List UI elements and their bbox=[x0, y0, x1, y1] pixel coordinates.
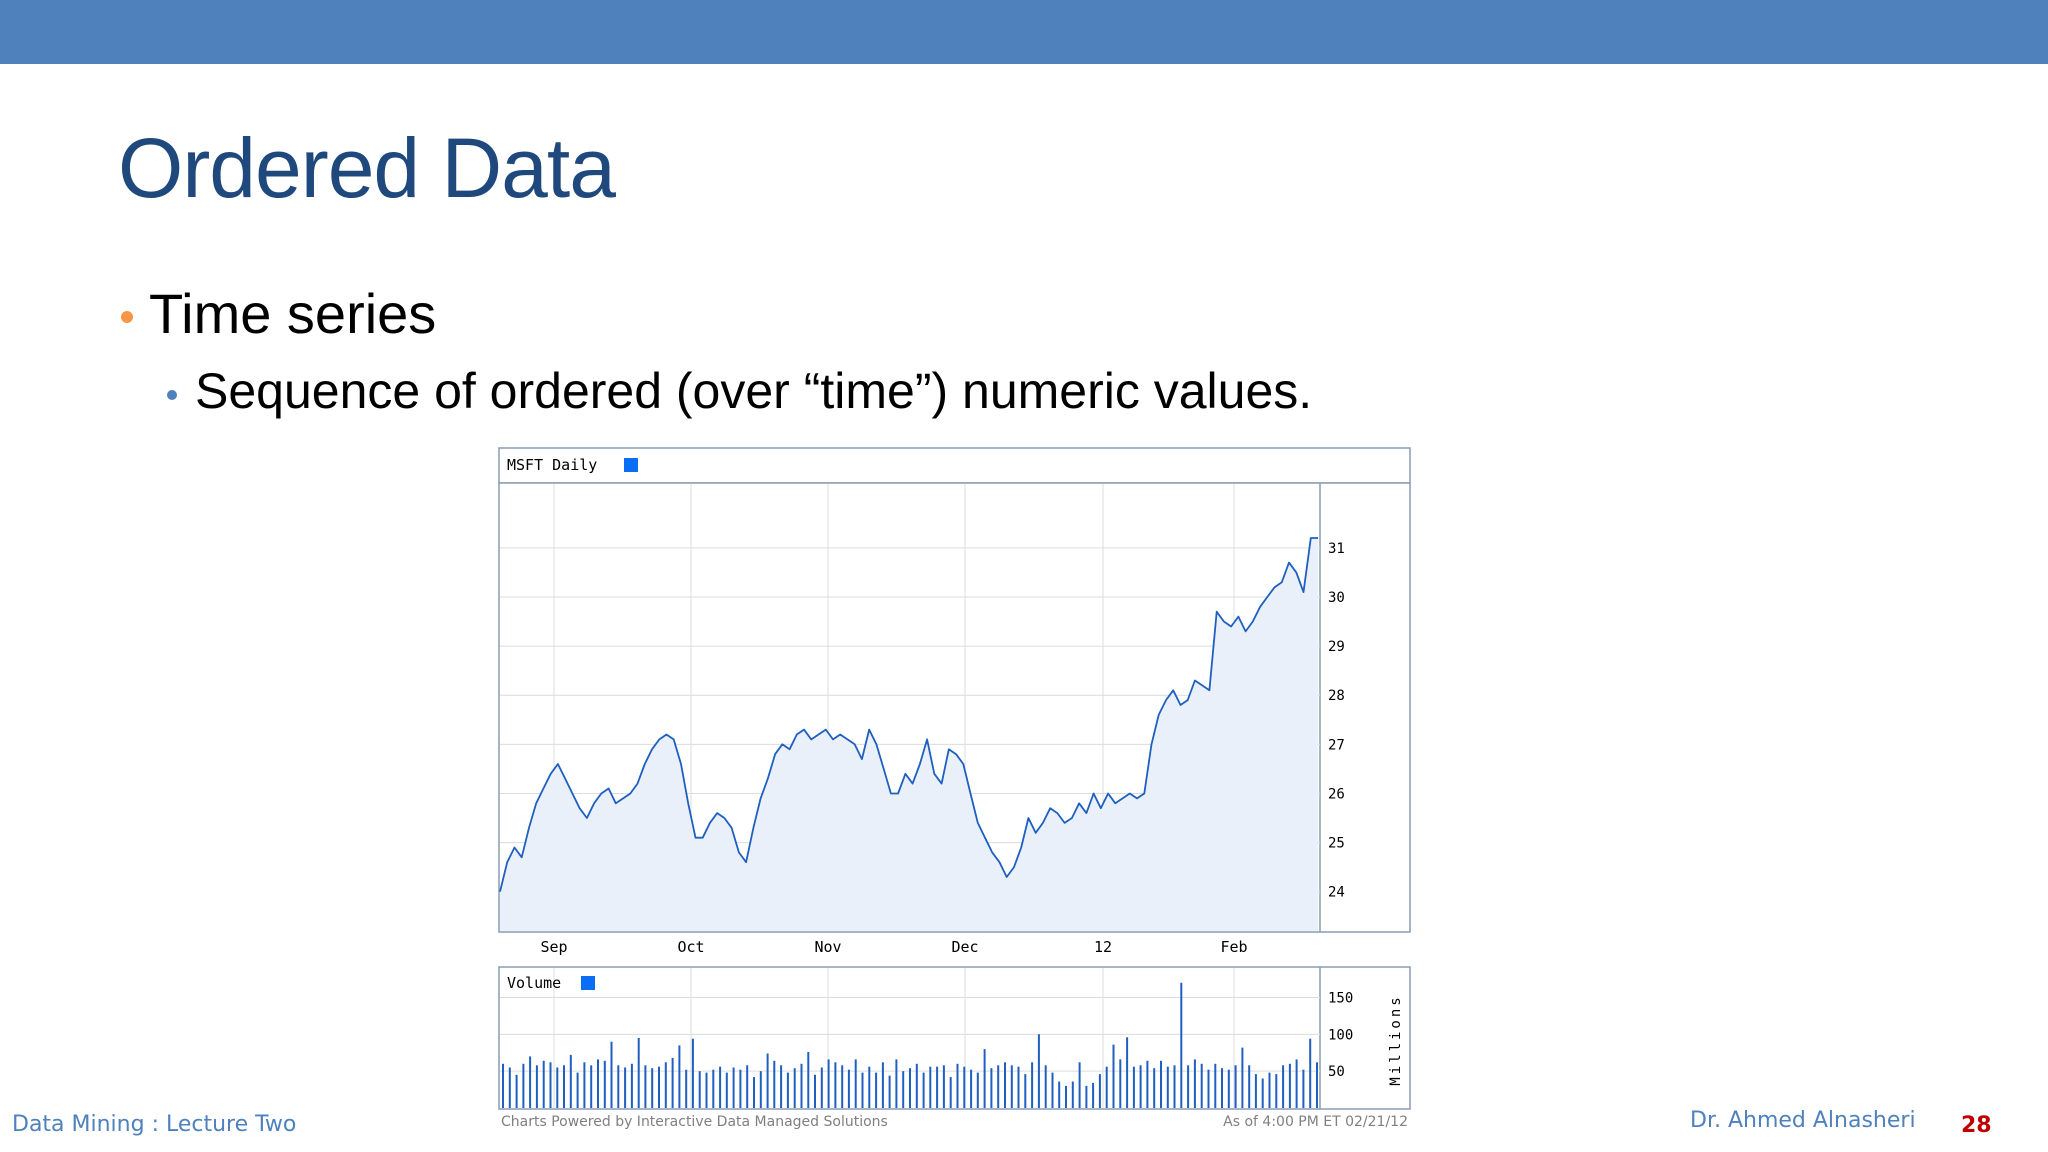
price-y-tick-labels: 24 25 26 27 28 29 30 31 bbox=[1328, 541, 1345, 901]
price-x-tick-label: Oct bbox=[677, 938, 704, 956]
price-y-tick-label: 29 bbox=[1328, 639, 1345, 655]
bullet-time-series: Time series bbox=[149, 282, 437, 345]
price-y-tick-label: 25 bbox=[1328, 836, 1345, 852]
page-number: 28 bbox=[1961, 1113, 1992, 1138]
price-area-fill bbox=[500, 538, 1318, 931]
volume-y-tick-label: 150 bbox=[1328, 990, 1353, 1006]
price-y-tick-label: 27 bbox=[1328, 737, 1345, 753]
bullet-dot-level2 bbox=[167, 390, 177, 400]
price-x-tick-labels: Sep Oct Nov Dec 12 Feb bbox=[540, 938, 1247, 956]
slide-title: Ordered Data bbox=[118, 121, 616, 215]
chart-credit-text: Charts Powered by Interactive Data Manag… bbox=[501, 1114, 888, 1130]
footer-author: Dr. Ahmed Alnasheri bbox=[1690, 1108, 1916, 1133]
price-x-tick-label: Sep bbox=[540, 938, 567, 956]
volume-y-tick-labels: 50 100 150 bbox=[1328, 990, 1353, 1080]
price-legend-swatch bbox=[624, 458, 638, 472]
price-y-tick-label: 30 bbox=[1328, 590, 1345, 606]
price-x-tick-label: Feb bbox=[1220, 938, 1247, 956]
volume-legend-swatch bbox=[581, 976, 595, 990]
volume-axis-unit-label: Millions bbox=[1388, 994, 1404, 1085]
volume-bars bbox=[502, 982, 1318, 1108]
msft-stock-figure: 24 25 26 27 28 29 30 31 Sep Oct Nov Dec 12 Feb MSFT … bbox=[498, 447, 1414, 1133]
msft-chart-svg: 24 25 26 27 28 29 30 31 Sep Oct Nov Dec 12 Feb MSFT … bbox=[498, 447, 1411, 1130]
price-y-tick-label: 28 bbox=[1328, 688, 1345, 704]
price-legend-bar bbox=[498, 447, 1411, 484]
volume-y-tick-label: 100 bbox=[1328, 1027, 1353, 1043]
price-x-tick-label: Nov bbox=[814, 938, 841, 956]
bullet-dot-level1 bbox=[121, 311, 133, 323]
volume-y-tick-label: 50 bbox=[1328, 1064, 1345, 1080]
top-accent-bar bbox=[0, 0, 2048, 64]
price-y-tick-label: 26 bbox=[1328, 786, 1345, 802]
volume-panel-frame bbox=[498, 966, 1411, 1110]
price-y-tick-label: 31 bbox=[1328, 541, 1345, 557]
chart-timestamp-text: As of 4:00 PM ET 02/21/12 bbox=[1223, 1114, 1408, 1130]
price-series-area bbox=[499, 537, 1318, 931]
price-series-line bbox=[499, 537, 1318, 892]
bullet-sequence-description: Sequence of ordered (over “time”) numeri… bbox=[195, 363, 1313, 419]
price-x-tick-label: Dec bbox=[951, 938, 978, 956]
volume-legend-label: Volume bbox=[507, 974, 561, 992]
price-x-tick-label: 12 bbox=[1094, 938, 1112, 956]
price-y-tick-label: 24 bbox=[1328, 885, 1345, 901]
price-legend-label: MSFT Daily bbox=[507, 456, 597, 474]
footer-course-label: Data Mining : Lecture Two bbox=[12, 1112, 297, 1137]
